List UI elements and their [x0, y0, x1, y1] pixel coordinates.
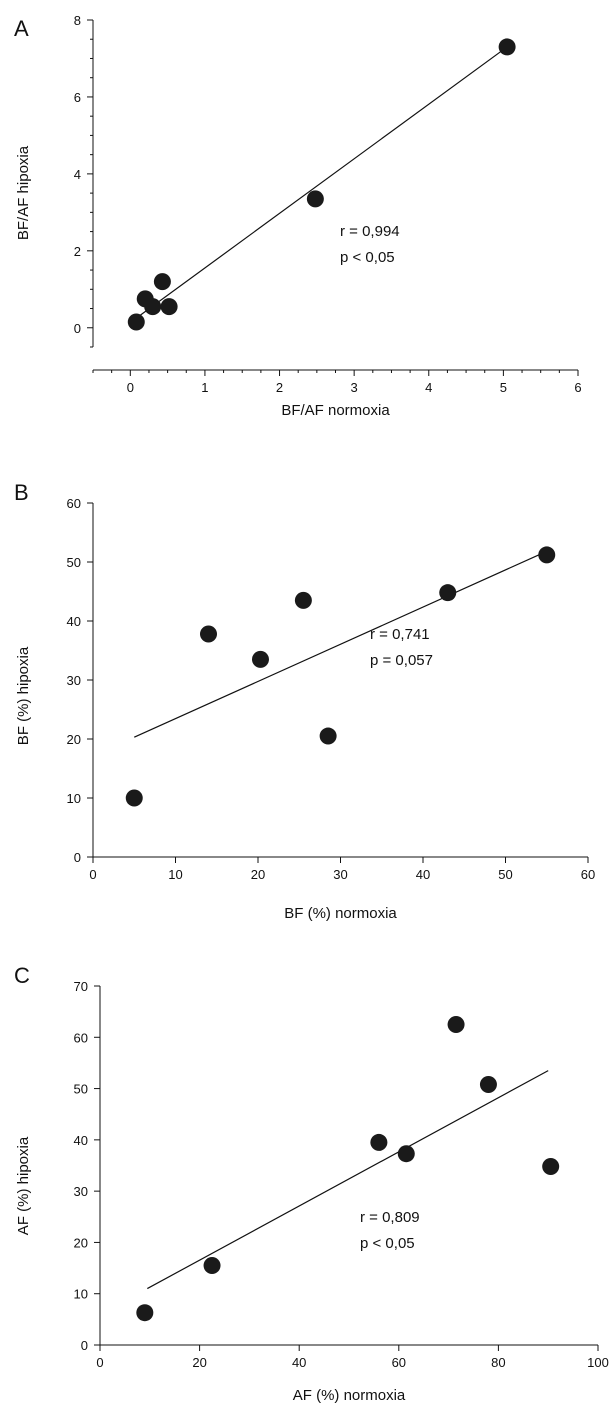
data-point [144, 298, 162, 316]
panel-letter: B [14, 480, 29, 505]
y-tick-label: 30 [74, 1184, 88, 1199]
x-tick-label: 10 [168, 867, 182, 882]
data-point [498, 38, 516, 56]
x-tick-label: 0 [89, 867, 96, 882]
x-tick-label: 5 [500, 380, 507, 395]
x-tick-label: 20 [251, 867, 265, 882]
data-point [397, 1145, 415, 1163]
x-tick-label: 50 [498, 867, 512, 882]
data-point [542, 1158, 560, 1176]
data-point [153, 273, 171, 291]
y-axis-title: BF/AF hipoxia [15, 145, 32, 240]
p-value-label: p = 0,057 [370, 652, 433, 669]
data-point [479, 1075, 497, 1093]
data-point [136, 1304, 154, 1322]
x-tick-label: 1 [201, 380, 208, 395]
y-tick-label: 10 [67, 791, 81, 806]
data-point [125, 789, 143, 807]
panel-letter: A [14, 16, 29, 41]
correlation-label: r = 0,741 [370, 626, 430, 643]
regression-line [134, 552, 543, 738]
x-tick-label: 0 [127, 380, 134, 395]
x-axis-title: BF (%) normoxia [284, 905, 397, 922]
y-axis-title: BF (%) hipoxia [15, 646, 32, 745]
data-point [251, 650, 269, 668]
data-point [127, 313, 145, 331]
x-tick-label: 80 [491, 1355, 505, 1370]
x-tick-label: 3 [351, 380, 358, 395]
y-tick-label: 40 [67, 614, 81, 629]
regression-line [147, 1070, 549, 1290]
x-tick-label: 6 [574, 380, 581, 395]
correlation-label: r = 0,994 [340, 223, 400, 240]
y-tick-label: 8 [74, 13, 81, 28]
x-tick-label: 60 [581, 867, 595, 882]
regression-line [135, 46, 508, 319]
y-tick-label: 0 [81, 1338, 88, 1353]
y-axis-title: AF (%) hipoxia [15, 1136, 32, 1235]
x-tick-label: 2 [276, 380, 283, 395]
y-tick-label: 40 [74, 1133, 88, 1148]
y-tick-label: 0 [74, 850, 81, 865]
x-tick-label: 60 [392, 1355, 406, 1370]
x-axis-title: BF/AF normoxia [281, 402, 390, 419]
y-tick-label: 70 [74, 979, 88, 994]
data-point [160, 298, 178, 316]
y-tick-label: 6 [74, 90, 81, 105]
x-tick-label: 4 [425, 380, 432, 395]
p-value-label: p < 0,05 [340, 249, 395, 266]
y-tick-label: 50 [74, 1082, 88, 1097]
y-tick-label: 2 [74, 244, 81, 259]
x-axis-title: AF (%) normoxia [293, 1387, 406, 1404]
x-tick-label: 40 [292, 1355, 306, 1370]
data-point [200, 625, 217, 643]
y-tick-label: 60 [67, 496, 81, 511]
y-tick-label: 30 [67, 673, 81, 688]
x-tick-label: 40 [416, 867, 430, 882]
x-tick-label: 20 [192, 1355, 206, 1370]
panel-letter: C [14, 963, 30, 988]
data-point [447, 1015, 465, 1033]
data-point [319, 727, 337, 745]
y-tick-label: 20 [74, 1235, 88, 1250]
p-value-label: p < 0,05 [360, 1235, 415, 1252]
data-point [306, 190, 324, 208]
y-tick-label: 0 [74, 321, 81, 336]
correlation-label: r = 0,809 [360, 1209, 420, 1226]
data-point [439, 584, 457, 602]
data-point [538, 546, 556, 564]
data-point [370, 1133, 388, 1151]
y-tick-label: 4 [74, 167, 81, 182]
y-tick-label: 10 [74, 1287, 88, 1302]
y-tick-label: 20 [67, 732, 81, 747]
x-tick-label: 30 [333, 867, 347, 882]
x-tick-label: 100 [587, 1355, 609, 1370]
data-point [294, 591, 312, 609]
y-tick-label: 50 [67, 555, 81, 570]
data-point [203, 1257, 221, 1275]
x-tick-label: 0 [96, 1355, 103, 1370]
y-tick-label: 60 [74, 1030, 88, 1045]
